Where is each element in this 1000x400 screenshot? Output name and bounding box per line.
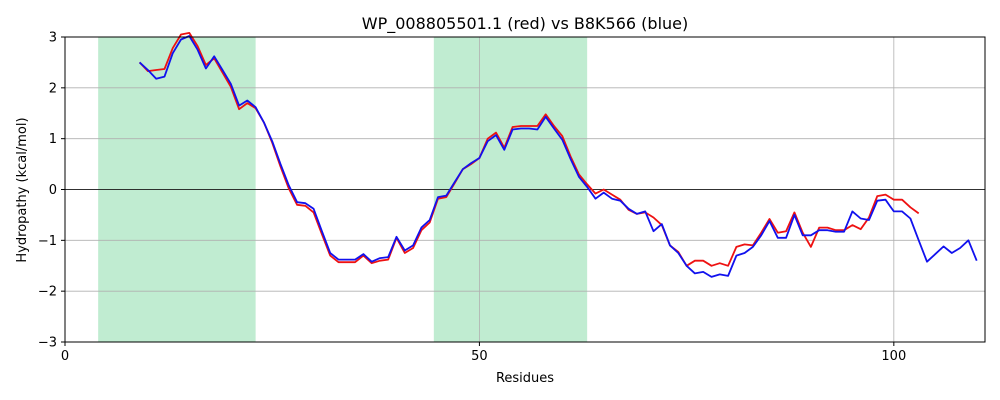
series-lines	[138, 32, 978, 278]
x-axis-label: Residues	[496, 371, 554, 386]
x-tick-label: 0	[61, 349, 69, 364]
y-tick-label: 2	[49, 81, 57, 96]
x-tick-label: 50	[471, 349, 488, 364]
y-axis-ticks: −3 −2 −1 0 1 2 3	[38, 31, 65, 351]
series-line-2	[138, 35, 978, 278]
x-axis-ticks: 0 50 100	[61, 342, 906, 364]
y-tick-label: −1	[38, 234, 57, 249]
y-tick-label: −3	[38, 336, 57, 351]
chart-title: WP_008805501.1 (red) vs B8K566 (blue)	[362, 14, 688, 34]
x-tick-label: 100	[881, 349, 906, 364]
y-tick-label: −2	[38, 285, 57, 300]
y-axis-label: Hydropathy (kcal/mol)	[15, 117, 30, 262]
y-tick-label: 1	[49, 132, 57, 147]
y-tick-label: 0	[49, 183, 57, 198]
y-tick-label: 3	[49, 31, 57, 46]
